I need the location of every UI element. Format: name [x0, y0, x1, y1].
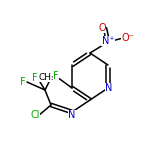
Text: N: N — [105, 83, 113, 93]
Text: N⁺: N⁺ — [102, 36, 114, 46]
Text: CH₃: CH₃ — [38, 73, 55, 81]
Text: O: O — [98, 23, 106, 33]
Text: F: F — [53, 71, 59, 81]
Text: N: N — [68, 110, 76, 120]
Text: O⁻: O⁻ — [122, 33, 134, 43]
Text: Cl: Cl — [30, 110, 40, 120]
Text: F: F — [32, 73, 38, 83]
Text: F: F — [20, 77, 26, 87]
